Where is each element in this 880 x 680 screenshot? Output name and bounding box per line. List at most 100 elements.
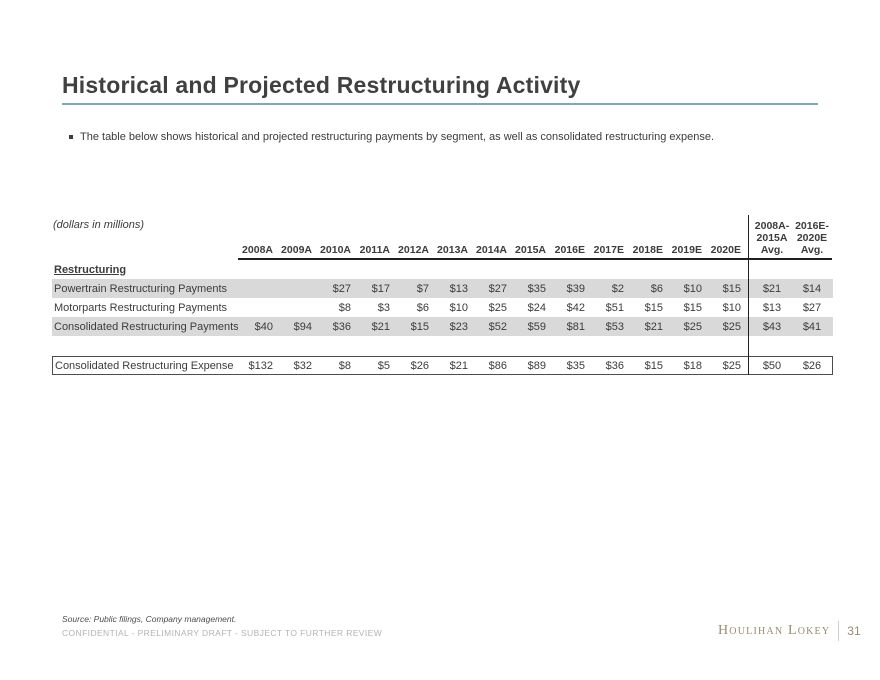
expense-row-box: Consolidated Restructuring Expense $132 $3… [52, 356, 833, 375]
section-label: Restructuring [54, 263, 127, 276]
table-cell-avg: $41 [802, 320, 822, 333]
table-cell: $2 [611, 282, 624, 295]
brand-area: Houlihan Lokey 31 [718, 618, 861, 644]
brand-divider [838, 621, 840, 641]
table-row: Powertrain Restructuring Payments $27 $17 $… [52, 279, 833, 298]
table-cell: $25 [683, 320, 702, 333]
table-cell: $26 [410, 359, 429, 372]
column-header: 2018E [632, 244, 663, 256]
avg-header-line: Avg. [760, 244, 784, 256]
avg-header-line: 2020E [796, 232, 828, 244]
table-row: Consolidated Restructuring Payments $40 $9… [52, 317, 833, 336]
column-header: 2020E [710, 244, 741, 256]
table-cell: $24 [527, 301, 546, 314]
avg-column-header: 2008A- 2015A Avg. [752, 220, 792, 258]
table-cell: $25 [488, 301, 507, 314]
row-cells: $40 $94 $36 $21 $15 $23 $52 $59 $81 $53 $21 $25 $25 $… [238, 321, 832, 333]
table-cell-avg: $13 [762, 301, 782, 314]
expense-row: Consolidated Restructuring Expense $132 $3… [53, 357, 832, 374]
row-label: Consolidated Restructuring Payments [54, 320, 238, 333]
table-cell: $36 [605, 359, 624, 372]
avg-column-header: 2016E- 2020E Avg. [792, 220, 832, 258]
table-cell: $23 [449, 320, 468, 333]
table-cell: $40 [254, 320, 273, 333]
table-cell: $25 [722, 359, 741, 372]
table-cell: $21 [371, 320, 390, 333]
avg-header-line: 2008A- [754, 220, 790, 232]
row-label: Motorparts Restructuring Payments [54, 301, 228, 314]
restructuring-table: (dollars in millions) 2008A 2009A 2010A 201… [52, 215, 833, 375]
column-header: 2008A [242, 244, 273, 256]
avg-header-line: 2016E- [795, 220, 829, 232]
column-header: 2014A [476, 244, 507, 256]
table-cell: $15 [722, 282, 741, 295]
table-cell: $81 [566, 320, 585, 333]
table-cell: $18 [683, 359, 702, 372]
table-row: Motorparts Restructuring Payments $8 $3 $6 $… [52, 298, 833, 317]
table-cell: $10 [449, 301, 468, 314]
table-cell-avg: $26 [802, 359, 822, 372]
table-cell: $59 [527, 320, 546, 333]
column-header: 2009A [281, 244, 312, 256]
row-label: Consolidated Restructuring Expense [55, 359, 234, 372]
column-header: 2019E [671, 244, 702, 256]
column-header: 2017E [593, 244, 624, 256]
table-cell: $15 [644, 301, 663, 314]
table-cell: $89 [527, 359, 546, 372]
header-cells: 2008A 2009A 2010A 2011A 2012A 2013A 2014A 2015A… [238, 220, 832, 260]
column-header: 2015A [515, 244, 546, 256]
table-cell: $6 [416, 301, 429, 314]
table-cell-avg: $43 [762, 320, 782, 333]
row-cells: $132 $32 $8 $5 $26 $21 $86 $89 $35 $36 $15 $18 $25 $5… [238, 360, 832, 372]
table-cell: $52 [488, 320, 507, 333]
units-note: (dollars in millions) [53, 219, 145, 231]
page-number: 31 [847, 624, 861, 638]
table-cell: $35 [566, 359, 585, 372]
table-cell: $6 [650, 282, 663, 295]
table-gap [52, 336, 833, 356]
table-cell: $86 [488, 359, 507, 372]
table-cell: $53 [605, 320, 624, 333]
brand-wordmark: Houlihan Lokey [718, 623, 831, 638]
table-cell: $13 [449, 282, 468, 295]
table-cell-avg: $21 [762, 282, 782, 295]
table-cell: $17 [371, 282, 390, 295]
table-cell-avg: $14 [802, 282, 822, 295]
table-cell-avg: $27 [802, 301, 822, 314]
table-cell: $27 [488, 282, 507, 295]
title-underline [62, 103, 818, 105]
row-cells: $27 $17 $7 $13 $27 $35 $39 $2 $6 $10 $15 $21 $14 [238, 283, 832, 295]
table-cell: $35 [527, 282, 546, 295]
table-cell: $15 [410, 320, 429, 333]
table-cell: $21 [449, 359, 468, 372]
row-label: Powertrain Restructuring Payments [54, 282, 228, 295]
table-cell: $8 [338, 301, 351, 314]
column-header: 2013A [437, 244, 468, 256]
avg-header-line: Avg. [800, 244, 824, 256]
column-header: 2012A [398, 244, 429, 256]
column-header: 2010A [320, 244, 351, 256]
table-cell: $10 [722, 301, 741, 314]
column-header: 2016E [554, 244, 585, 256]
table-cell: $25 [722, 320, 741, 333]
table-body: Powertrain Restructuring Payments $27 $17 $… [52, 279, 833, 336]
table-cell: $32 [293, 359, 312, 372]
row-cells: $8 $3 $6 $10 $25 $24 $42 $51 $15 $15 $10 $13 $27 [238, 302, 832, 314]
table-header-row: 2008A 2009A 2010A 2011A 2012A 2013A 2014A 2015A… [52, 217, 833, 260]
table-cell: $42 [566, 301, 585, 314]
bullet-row: The table below shows historical and pro… [69, 131, 829, 143]
bullet-text: The table below shows historical and pro… [80, 131, 715, 143]
table-cell: $36 [332, 320, 351, 333]
table-cell: $51 [605, 301, 624, 314]
source-note: Source: Public filings, Company manageme… [62, 614, 237, 624]
table-cell: $132 [248, 359, 273, 372]
table-cell: $7 [416, 282, 429, 295]
table-divider-line [748, 215, 749, 375]
table-cell: $3 [377, 301, 390, 314]
table-cell: $10 [683, 282, 702, 295]
table-cell: $8 [338, 359, 351, 372]
table-cell-avg: $50 [762, 359, 782, 372]
table-cell: $5 [377, 359, 390, 372]
column-header: 2011A [359, 244, 390, 256]
